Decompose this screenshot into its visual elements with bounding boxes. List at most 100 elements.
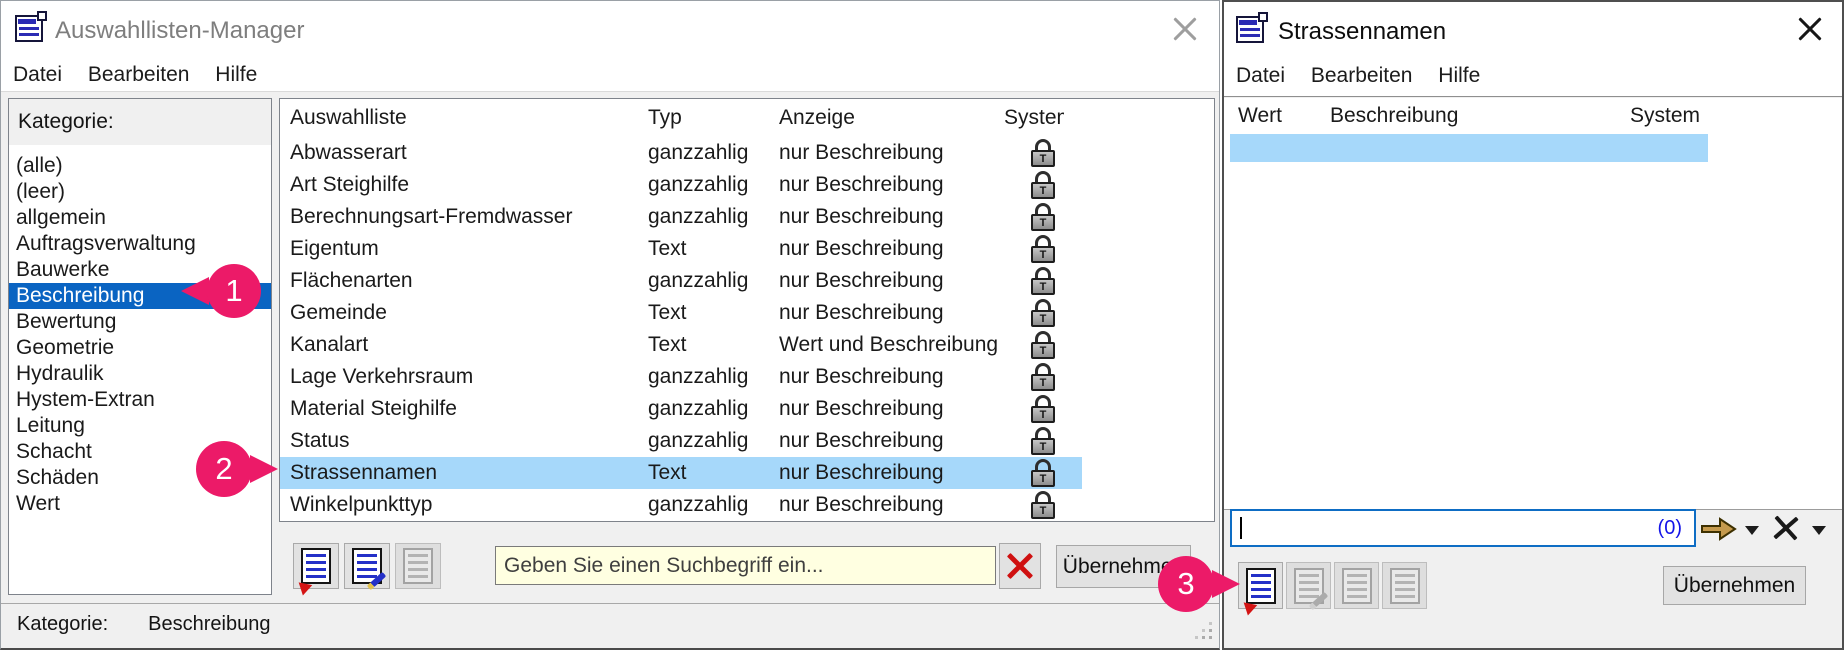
cell-anzeige: nur Beschreibung [779, 429, 944, 452]
padlock-icon [1031, 171, 1055, 199]
window-header [1224, 2, 1842, 97]
gold-arrow-icon[interactable] [1700, 516, 1738, 542]
table-row[interactable]: Winkelpunkttyp ganzzahlig nur Beschreibung [280, 489, 1082, 521]
menu-hilfe[interactable]: Hilfe [215, 63, 258, 86]
cell-typ: ganzzahlig [648, 173, 749, 196]
edit-value-button-disabled[interactable] [1286, 562, 1331, 610]
empty-selected-row[interactable] [1230, 134, 1708, 162]
table-row[interactable]: Abwasserart ganzzahlig nur Beschreibung [280, 137, 1082, 169]
table-row[interactable]: Kanalart Text Wert und Beschreibung [280, 329, 1082, 361]
header-anzeige[interactable]: Anzeige [779, 106, 855, 129]
status-label: Kategorie: [17, 613, 109, 635]
table-row[interactable]: Status ganzzahlig nur Beschreibung [280, 425, 1082, 457]
list-window-icon [15, 11, 47, 42]
category-item[interactable]: Bauwerke [16, 258, 110, 281]
titlebar[interactable]: Auswahllisten-Manager [1, 1, 1219, 53]
padlock-icon [1031, 267, 1055, 295]
padlock-icon [1031, 331, 1055, 359]
padlock-icon [1031, 427, 1055, 455]
menu-datei[interactable]: Datei [13, 63, 63, 86]
edit-entry-icon [352, 548, 387, 591]
table-row[interactable]: Art Steighilfe ganzzahlig nur Beschreibung [280, 169, 1082, 201]
cell-anzeige: nur Beschreibung [779, 269, 944, 292]
category-item[interactable]: Hydraulik [16, 362, 104, 385]
cell-name: Status [290, 429, 350, 452]
category-item[interactable]: Wert [16, 492, 60, 515]
category-label: Kategorie: [9, 99, 271, 145]
header-system[interactable]: System [1004, 106, 1064, 129]
category-list: (alle) (leer) allgemein Auftragsverwaltu… [9, 145, 271, 594]
padlock-icon [1031, 203, 1055, 231]
search-input[interactable] [495, 546, 996, 585]
red-x-icon [1003, 549, 1037, 583]
cell-name: Art Steighilfe [290, 173, 410, 196]
value-input-wrap: (0) [1230, 509, 1696, 547]
chevron-down-icon[interactable] [1745, 526, 1759, 535]
table-row[interactable]: Material Steighilfe ganzzahlig nur Beschre… [280, 393, 1082, 425]
close-icon[interactable] [1169, 13, 1201, 45]
menu-bearbeiten[interactable]: Bearbeiten [1310, 64, 1413, 87]
table-row-selected[interactable]: Strassennamen Text nur Beschreibung [280, 457, 1082, 489]
category-item[interactable]: (leer) [16, 180, 66, 203]
menu-datei[interactable]: Datei [1236, 64, 1286, 87]
value-input[interactable] [1236, 512, 1632, 544]
table-row[interactable]: Gemeinde Text nur Beschreibung [280, 297, 1082, 329]
delete-value-button-disabled[interactable] [1334, 562, 1379, 609]
category-item[interactable]: Bewertung [16, 310, 117, 333]
cell-typ: ganzzahlig [648, 365, 749, 388]
menu-hilfe[interactable]: Hilfe [1438, 64, 1481, 87]
category-item[interactable]: Auftragsverwaltung [16, 232, 196, 255]
apply-button[interactable]: Übernehmen [1663, 566, 1806, 605]
table-row[interactable]: Berechnungsart-Fremdwasser ganzzahlig nur … [280, 201, 1082, 233]
sort-value-button-disabled[interactable] [1382, 562, 1427, 609]
table-body: Abwasserart ganzzahlig nur Beschreibung Ar… [280, 137, 1214, 521]
table-row[interactable]: Lage Verkehrsraum ganzzahlig nur Beschreib… [280, 361, 1082, 393]
menu-bearbeiten[interactable]: Bearbeiten [87, 63, 190, 86]
clear-search-button[interactable] [999, 543, 1041, 589]
chevron-down-icon[interactable] [1812, 526, 1826, 535]
padlock-icon [1031, 459, 1055, 487]
header-wert[interactable]: Wert [1238, 104, 1282, 127]
category-item[interactable]: Schacht [16, 440, 92, 463]
annotation-step-1: 1 [207, 264, 261, 318]
table-row[interactable]: Eigentum Text nur Beschreibung [280, 233, 1082, 265]
add-entry-icon [1233, 567, 1276, 616]
resize-grip[interactable] [1195, 622, 1213, 640]
auswahllisten-manager-window: Auswahllisten-Manager Datei Bearbeiten H… [0, 0, 1220, 650]
values-list: Wert Beschreibung System [1224, 98, 1842, 510]
cell-anzeige: nur Beschreibung [779, 173, 944, 196]
header-system[interactable]: System [1630, 104, 1701, 127]
cell-anzeige: nur Beschreibung [779, 205, 944, 228]
match-count: (0) [1657, 517, 1682, 539]
cell-anzeige: nur Beschreibung [779, 301, 944, 324]
titlebar[interactable]: Strassennamen [1224, 2, 1842, 54]
category-item[interactable]: Hystem-Extran [16, 388, 155, 411]
cell-typ: ganzzahlig [648, 269, 749, 292]
add-entry-button[interactable] [288, 543, 339, 596]
cell-typ: Text [648, 301, 687, 324]
window-title: Strassennamen [1278, 18, 1447, 45]
cell-name: Abwasserart [290, 141, 407, 164]
cell-anzeige: nur Beschreibung [779, 365, 944, 388]
statusbar-divider [1, 603, 1219, 604]
list-header-row: Wert Beschreibung System [1224, 98, 1842, 134]
copy-entry-icon [403, 548, 433, 584]
close-icon[interactable] [1794, 13, 1826, 45]
category-item[interactable]: (alle) [16, 154, 63, 177]
category-item[interactable]: Schäden [16, 466, 99, 489]
table-row[interactable]: Flächenarten ganzzahlig nur Beschreibung [280, 265, 1082, 297]
header-typ[interactable]: Typ [648, 106, 682, 129]
add-value-button[interactable] [1233, 562, 1283, 616]
window-title: Auswahllisten-Manager [55, 17, 305, 44]
category-item[interactable]: Leitung [16, 414, 85, 437]
category-item[interactable]: Geometrie [16, 336, 115, 359]
header-beschreibung[interactable]: Beschreibung [1330, 104, 1459, 127]
window-header [1, 1, 1219, 92]
cell-name: Lage Verkehrsraum [290, 365, 474, 388]
category-item[interactable]: allgemein [16, 206, 106, 229]
copy-entry-button-disabled[interactable] [395, 543, 441, 589]
cell-anzeige: nur Beschreibung [779, 461, 944, 484]
edit-entry-button[interactable] [344, 543, 390, 591]
header-auswahlliste[interactable]: Auswahlliste [290, 106, 407, 129]
black-x-icon[interactable] [1771, 513, 1801, 543]
